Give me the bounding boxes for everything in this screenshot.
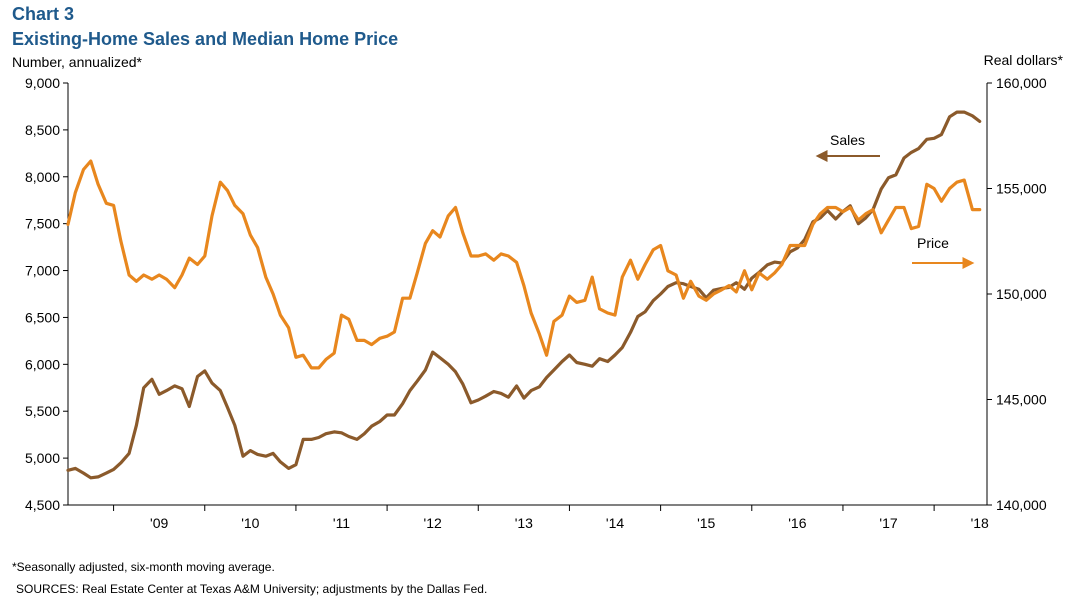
series-line-price [66,159,982,370]
right-tick-label: 150,000 [996,286,1047,302]
x-tick-label: '18 [971,515,989,531]
left-tick-label: 6,000 [25,356,60,372]
x-tick-label: '15 [697,515,715,531]
x-tick-label: '13 [515,515,533,531]
annotation-price: Price [917,235,949,251]
chart-number: Chart 3 [12,4,75,24]
x-tick-label: '10 [241,515,259,531]
right-tick-label: 145,000 [996,392,1047,408]
x-tick-label: '17 [879,515,897,531]
x-tick-label: '14 [606,515,624,531]
left-tick-label: 7,000 [25,263,60,279]
left-tick-label: 6,500 [25,309,60,325]
left-tick-label: 7,500 [25,216,60,232]
x-tick-label: '16 [788,515,806,531]
left-tick-label: 8,000 [25,169,60,185]
sources-note: SOURCES: Real Estate Center at Texas A&M… [16,582,488,596]
x-tick-label: '11 [333,515,350,531]
series-line-sales [66,110,982,480]
chart-title: Existing-Home Sales and Median Home Pric… [12,29,399,49]
right-axis-label: Real dollars* [983,52,1063,68]
left-tick-label: 9,000 [25,75,60,91]
x-tick-label: '12 [424,515,442,531]
left-tick-label: 5,000 [25,450,60,466]
left-tick-label: 8,500 [25,122,60,138]
annotation-sales: Sales [830,132,865,148]
footnote: *Seasonally adjusted, six-month moving a… [12,560,275,574]
left-tick-label: 5,500 [25,403,60,419]
x-tick-label: '09 [150,515,168,531]
left-tick-label: 4,500 [25,497,60,513]
right-tick-label: 140,000 [996,497,1047,513]
right-tick-label: 160,000 [996,75,1047,91]
left-axis-label: Number, annualized* [12,54,142,70]
right-tick-label: 155,000 [996,181,1047,197]
